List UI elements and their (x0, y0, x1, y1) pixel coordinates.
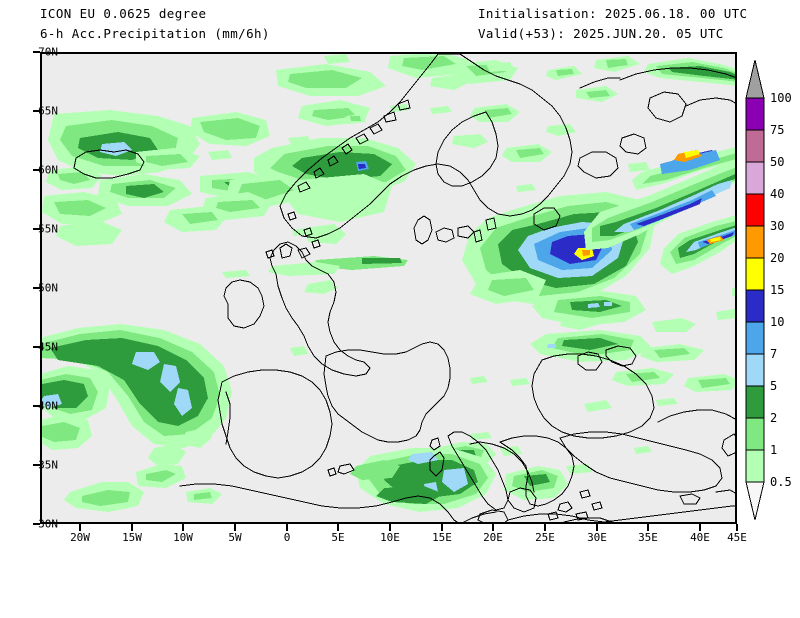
xtick-mark (441, 524, 443, 531)
xtick-mark (492, 524, 494, 531)
colorbar-label: 15 (770, 283, 785, 297)
xtick-label: 30E (587, 531, 607, 544)
xtick-label: 10W (173, 531, 193, 544)
xtick-label: 25E (535, 531, 555, 544)
colorbar-label: 40 (770, 187, 785, 201)
xtick-label: 5W (228, 531, 242, 544)
colorbar-label: 20 (770, 251, 785, 265)
precip-field-norway-coast (56, 138, 416, 246)
precipitation-map-canvas (40, 52, 737, 524)
xtick-label: 15E (432, 531, 452, 544)
header-model-name: ICON EU 0.0625 degree (40, 6, 207, 21)
colorbar-label: 7 (770, 347, 778, 361)
ytick-mark (33, 346, 40, 348)
ytick-mark (33, 287, 40, 289)
colorbar-label: 10 (770, 315, 785, 329)
ytick-mark (33, 523, 40, 525)
ytick-label: 65N (38, 104, 58, 118)
precip-field-black-sea-north (530, 318, 737, 392)
xtick-mark (699, 524, 701, 531)
colorbar-over-arrow (745, 60, 765, 99)
xtick-label: 45E (727, 531, 747, 544)
colorbar-cell-5 (745, 385, 765, 419)
xtick-mark (234, 524, 236, 531)
colorbar-label: 50 (770, 155, 785, 169)
xtick-mark (79, 524, 81, 531)
colorbar-label: 0.5 (770, 475, 792, 489)
ytick-label: 70N (38, 45, 58, 59)
xtick-label: 0 (283, 531, 291, 544)
colorbar-cell-7 (745, 353, 765, 387)
xtick-mark (736, 524, 738, 531)
ytick-label: 40N (38, 399, 58, 413)
colorbar-cell-40 (745, 193, 765, 227)
precip-field-volga-cell (660, 214, 737, 274)
header-valid-time: Valid(+53): 2025.JUN.20. 05 UTC (478, 26, 724, 41)
precip-field-tunisia-sicily (350, 448, 496, 512)
colorbar-cell-50 (745, 161, 765, 195)
colorbar-cell-15 (745, 289, 765, 323)
xtick-mark (337, 524, 339, 531)
header-initialisation: Initialisation: 2025.06.18. 00 UTC (478, 6, 748, 21)
xtick-label: 20W (70, 531, 90, 544)
precip-field-britain-band (222, 256, 408, 356)
colorbar-cell-10 (745, 321, 765, 355)
precip-field-russia-band (584, 146, 737, 250)
colorbar-cell-2 (745, 417, 765, 451)
xtick-label: 15W (122, 531, 142, 544)
precip-field-misc-small (208, 54, 737, 412)
colorbar-cell-30 (745, 225, 765, 259)
precip-field-iceland (46, 110, 270, 206)
colorbar (744, 60, 766, 520)
ytick-label: 60N (38, 163, 58, 177)
ytick-mark (33, 464, 40, 466)
ytick-mark (33, 51, 40, 53)
colorbar-label: 1 (770, 443, 778, 457)
ytick-mark (33, 110, 40, 112)
ytick-label: 35N (38, 458, 58, 472)
colorbar-label: 2 (770, 411, 778, 425)
xtick-mark (131, 524, 133, 531)
ytick-label: 45N (38, 340, 58, 354)
precip-field-southern-italy (504, 446, 652, 500)
xtick-mark (596, 524, 598, 531)
colorbar-label: 100 (770, 91, 792, 105)
ytick-label: 30N (38, 517, 58, 531)
ytick-mark (33, 169, 40, 171)
precip-field-atlantic-iberia (40, 324, 232, 512)
colorbar-label: 30 (770, 219, 785, 233)
ytick-mark (33, 405, 40, 407)
xtick-label: 40E (690, 531, 710, 544)
ytick-mark (33, 228, 40, 230)
xtick-label: 5E (331, 531, 345, 544)
colorbar-under-arrow (745, 481, 765, 520)
precip-field-ukraine-southrussia (532, 290, 646, 326)
colorbar-cell-75 (745, 129, 765, 163)
colorbar-cell-20 (745, 257, 765, 291)
header-field-name: 6-h Acc.Precipitation (mm/6h) (40, 26, 270, 41)
xtick-mark (647, 524, 649, 531)
xtick-label: 35E (638, 531, 658, 544)
xtick-mark (544, 524, 546, 531)
precip-field-finland-scattered (430, 74, 618, 162)
ytick-label: 55N (38, 222, 58, 236)
coastlines (73, 53, 737, 524)
xtick-mark (389, 524, 391, 531)
xtick-label: 20E (483, 531, 503, 544)
colorbar-label: 75 (770, 123, 785, 137)
colorbar-label: 5 (770, 379, 778, 393)
colorbar-cell-100 (745, 97, 765, 131)
ytick-label: 50N (38, 281, 58, 295)
xtick-mark (286, 524, 288, 531)
xtick-mark (182, 524, 184, 531)
colorbar-cell-1 (745, 449, 765, 483)
xtick-label: 10E (380, 531, 400, 544)
